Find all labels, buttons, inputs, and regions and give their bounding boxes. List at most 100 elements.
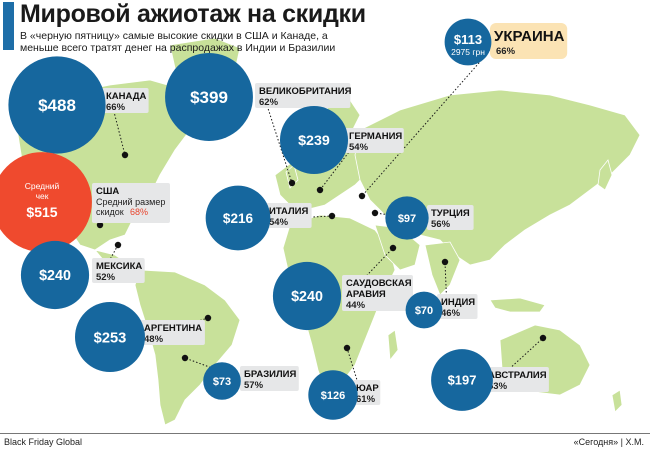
country-10-bubble (405, 291, 443, 329)
country-12-bubble (431, 349, 493, 411)
country-8-name: ТУРЦИЯ (431, 208, 470, 219)
country-8-label-box (427, 205, 474, 230)
country-4-location-dot (181, 354, 189, 362)
page-subtitle: В «черную пятницу» самые высокие скидки … (20, 30, 336, 54)
country-11-name: ЮАР (356, 383, 379, 394)
country-6-discount: 54% (349, 142, 369, 153)
south-america-shape (134, 269, 241, 426)
country-0-location-dot (121, 151, 129, 159)
country-4-label-box (240, 366, 299, 391)
country-7-name: ИТАЛИЯ (269, 206, 309, 217)
country-1-check-note-2: чек (36, 191, 49, 201)
country-12-check: $197 (448, 373, 477, 388)
country-7-bubble (205, 185, 271, 251)
country-1-check: $515 (26, 204, 57, 220)
country-1-bubble (0, 152, 92, 252)
country-2-bubble (20, 240, 90, 310)
country-8-check: $97 (398, 213, 416, 225)
country-6-label-box (345, 128, 404, 153)
country-7-label-box (265, 203, 312, 228)
country-9-name-1: АРАВИЯ (346, 289, 386, 300)
country-2-label-box (92, 258, 145, 283)
country-11-check: $126 (321, 390, 345, 402)
title-accent-bar (3, 2, 14, 50)
country-10-check: $70 (415, 305, 433, 317)
country-9-discount: 44% (346, 300, 366, 311)
country-12-label-box (484, 367, 549, 392)
country-8-location-dot (371, 209, 379, 217)
country-1-discount: 68% (130, 207, 148, 217)
country-5-bubble (165, 53, 253, 141)
country-3-bubble (75, 302, 145, 372)
country-3-check: $253 (94, 330, 127, 346)
country-10-label-box (437, 294, 478, 319)
country-8-discount: 56% (431, 219, 451, 230)
country-6-name: ГЕРМАНИЯ (349, 131, 402, 142)
country-3-name: АРГЕНТИНА (144, 323, 202, 334)
country-10-location-dot (441, 258, 449, 266)
country-0-name: КАНАДА (106, 91, 147, 102)
country-0-check: $488 (38, 96, 76, 115)
japan-shape (597, 159, 613, 191)
country-7-discount: 54% (269, 217, 289, 228)
country-3-label-box (140, 320, 205, 345)
country-2-location-dot (114, 241, 122, 249)
country-11-label-box (352, 380, 381, 405)
country-5-leader-line (264, 98, 293, 184)
country-6-bubble (279, 105, 349, 175)
country-6-check: $239 (298, 133, 330, 149)
country-9-label-box (342, 275, 413, 311)
country-2-name: МЕКСИКА (96, 261, 142, 272)
location-dots (96, 151, 547, 362)
country-13-check: $113 (454, 32, 482, 47)
country-6-leader-line (319, 143, 356, 191)
country-13-name: УКРАИНА (494, 28, 565, 45)
country-7-location-dot (328, 212, 336, 220)
new-zealand-shape (611, 389, 623, 413)
country-3-location-dot (204, 314, 212, 322)
country-8-bubble (385, 196, 429, 240)
page-title: Мировой ажиотаж на скидки (20, 0, 366, 28)
country-13-discount: 66% (496, 46, 516, 57)
country-11-location-dot (343, 344, 351, 352)
indonesia-shape (489, 297, 546, 313)
country-4-name: БРАЗИЛИЯ (244, 369, 296, 380)
country-13-bubble (444, 18, 492, 66)
country-1-location-dot (96, 221, 104, 229)
country-5-location-dot (288, 179, 296, 187)
country-13-location-dot (358, 192, 366, 200)
country-0-discount: 66% (106, 102, 126, 113)
country-5-label-box (255, 83, 351, 108)
country-9-name: САУДОВСКАЯ (346, 278, 412, 289)
country-12-name: АВСТРАЛИЯ (488, 370, 547, 381)
country-9-leader-line (351, 247, 394, 292)
country-1-label-box (92, 183, 170, 223)
country-2-discount: 52% (96, 272, 116, 283)
country-0-label-box (102, 88, 149, 113)
country-10-discount: 46% (441, 308, 461, 319)
country-5-name: ВЕЛИКОБРИТАНИЯ (259, 86, 352, 97)
credit-note: «Сегодня» | Х.М. (573, 437, 644, 447)
country-5-check: $399 (190, 88, 228, 107)
country-7-check: $216 (223, 211, 254, 226)
country-12-discount: 53% (488, 381, 508, 392)
country-6-location-dot (316, 186, 324, 194)
country-4-discount: 57% (244, 380, 264, 391)
country-4-bubble (203, 362, 241, 400)
country-5-discount: 62% (259, 97, 279, 108)
country-2-check: $240 (39, 268, 71, 284)
india-shape (424, 241, 461, 296)
country-1-discount-note-1: Средний размер (96, 197, 165, 207)
madagascar-shape (387, 329, 399, 362)
country-13-local-currency: 2975 грн (451, 47, 485, 57)
source-note: Black Friday Global (4, 437, 83, 447)
country-4-check: $73 (213, 376, 231, 388)
country-11-discount: 61% (356, 394, 376, 405)
country-12-location-dot (539, 334, 547, 342)
country-10-name: ИНДИЯ (441, 297, 475, 308)
country-0-bubble (8, 56, 106, 154)
